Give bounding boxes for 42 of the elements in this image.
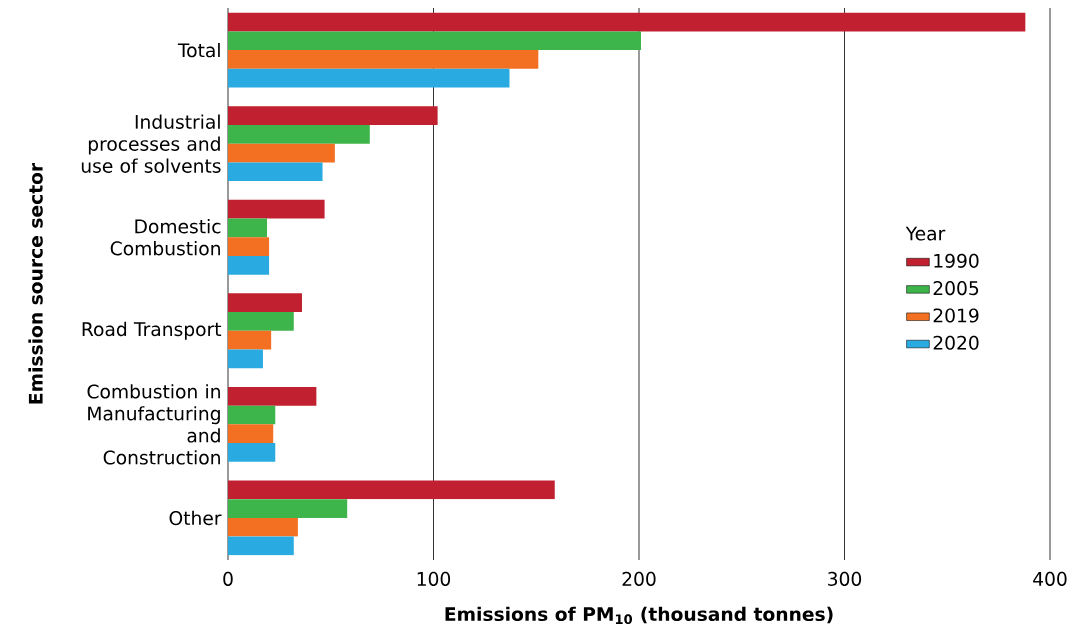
x-axis-title: Emissions of PM$_{10}$ (thousand tonnes): [445, 606, 833, 625]
y-tick-label: Domestic Combustion: [110, 219, 221, 256]
y-tick-label: Other: [169, 510, 222, 526]
y-tick-label: Industrial processes and use of solvents: [81, 114, 221, 173]
legend-label: 2019: [933, 308, 979, 323]
y-tick-label: Combustion in Manufacturing and Construction: [87, 384, 220, 465]
bar: [228, 162, 323, 182]
y-axis-title: Emission source sector: [28, 162, 43, 404]
bar: [228, 330, 272, 350]
bar: [228, 443, 276, 462]
bar: [228, 536, 294, 556]
bar: [228, 424, 274, 444]
bar: [228, 312, 294, 331]
x-tick-label: 400: [1033, 571, 1067, 586]
y-tick-label: Road Transport: [82, 321, 222, 340]
bar: [228, 106, 438, 125]
bar: [228, 237, 270, 256]
bar: [228, 517, 298, 537]
x-tick-label: 0: [223, 571, 233, 586]
x-tick-label: 100: [417, 571, 451, 586]
x-tick-label: 200: [622, 571, 656, 586]
legend-title: Year: [905, 226, 946, 241]
bar: [228, 499, 348, 518]
bar: [228, 124, 370, 144]
x-tick-label: 300: [828, 571, 862, 586]
legend-label: 1990: [934, 253, 979, 268]
bar: [228, 386, 317, 406]
legend-label: 2020: [933, 335, 979, 350]
bar: [228, 68, 510, 88]
bar: [228, 405, 276, 425]
bar: [228, 31, 642, 51]
bar: [228, 12, 1026, 32]
bar: [228, 349, 263, 369]
bar: [228, 50, 539, 69]
bar: [228, 255, 270, 275]
legend-label: 2005: [933, 281, 979, 296]
y-tick-label: Total: [177, 42, 220, 58]
bar: [228, 218, 268, 238]
bar: [228, 480, 555, 500]
bar: [228, 199, 325, 219]
bar: [228, 293, 302, 313]
bar: [228, 143, 335, 163]
